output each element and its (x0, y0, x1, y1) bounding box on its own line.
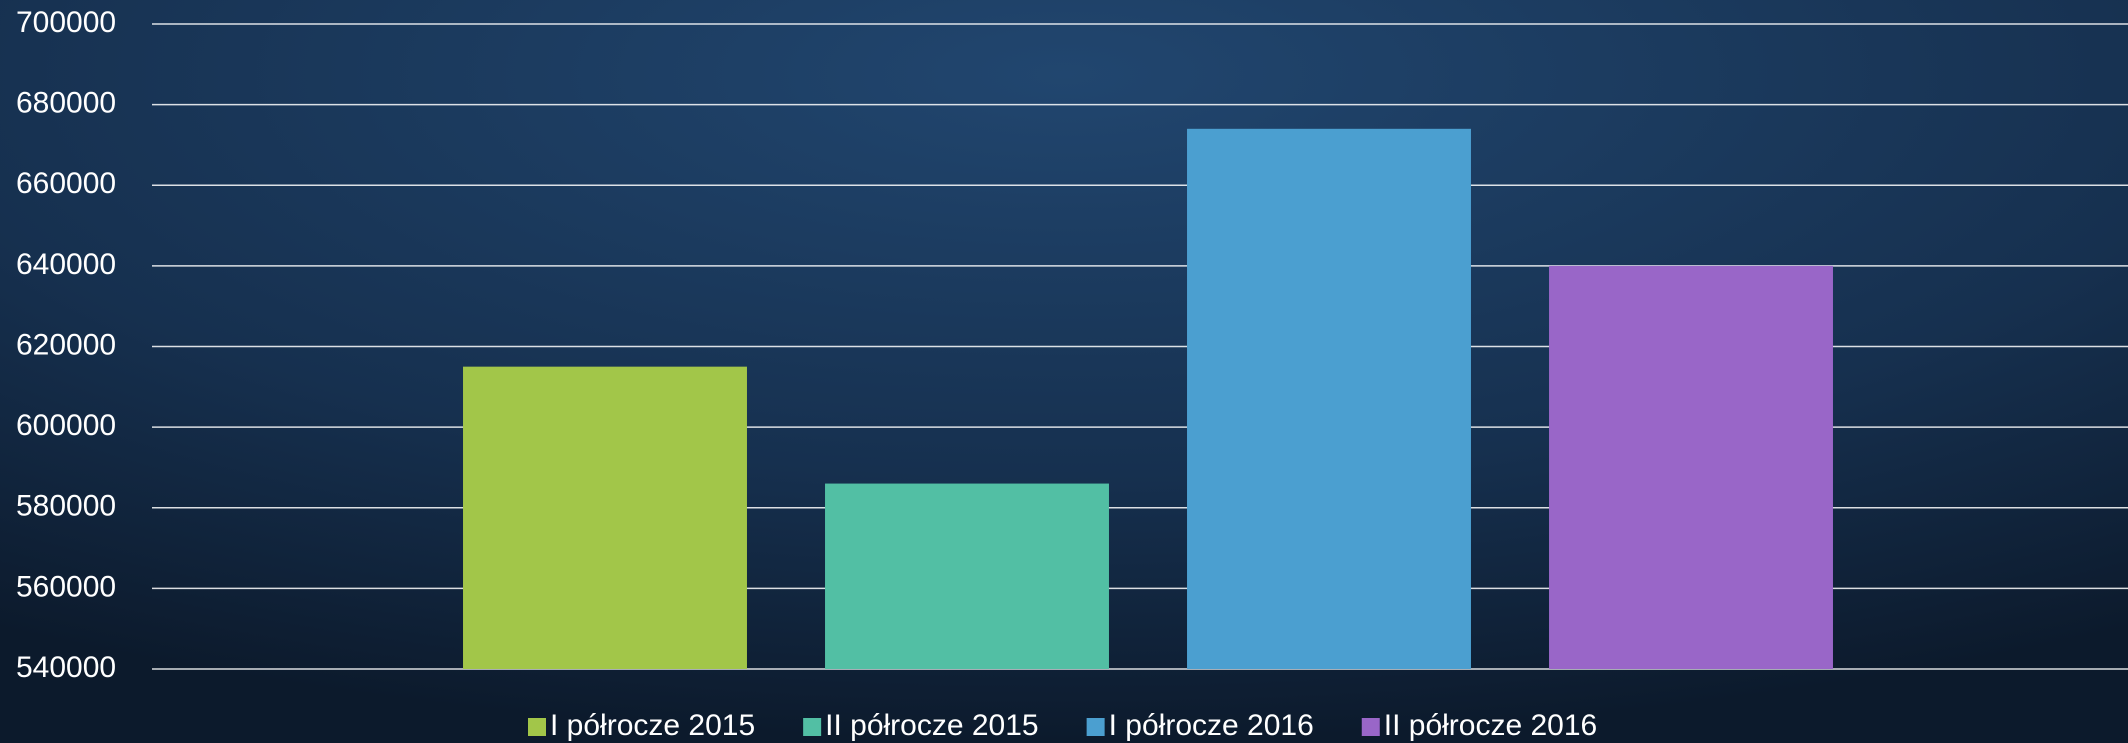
legend-swatch (1086, 718, 1105, 736)
y-tick-label: 640000 (16, 248, 116, 281)
y-tick-label: 680000 (16, 87, 116, 120)
legend-swatch (803, 718, 822, 736)
y-tick-label: 620000 (16, 328, 116, 361)
legend-label: II półrocze 2016 (1384, 709, 1597, 742)
y-tick-label: 660000 (16, 167, 116, 200)
legend-label: II półrocze 2015 (825, 709, 1038, 742)
bar (1187, 128, 1471, 669)
legend-swatch (1361, 718, 1380, 736)
legend-swatch (528, 718, 546, 736)
y-tick-label: 580000 (16, 490, 116, 523)
y-tick-label: 600000 (16, 409, 116, 442)
bar (1549, 265, 1833, 669)
bar (825, 483, 1109, 669)
bar (463, 366, 747, 669)
y-tick-label: 700000 (16, 6, 116, 39)
legend-label: I półrocze 2015 (550, 709, 755, 742)
y-tick-label: 540000 (16, 651, 116, 684)
legend-label: I półrocze 2016 (1109, 709, 1314, 742)
y-tick-label: 560000 (16, 570, 116, 603)
